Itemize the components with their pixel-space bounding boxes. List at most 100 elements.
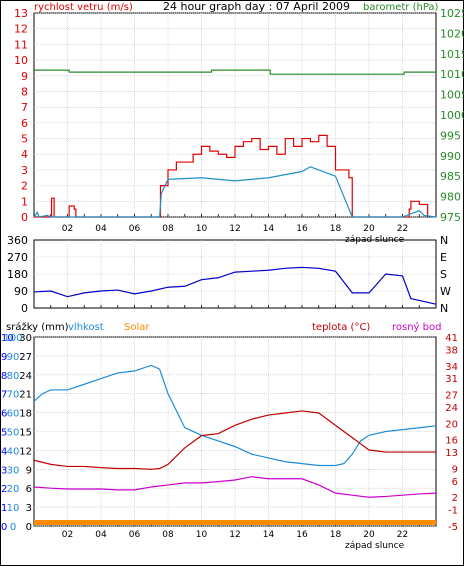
barometer-tick-label: 1005 xyxy=(440,89,464,102)
humidity-tick-label: 100 xyxy=(3,333,22,344)
precip-tick-label: 0 xyxy=(1,522,7,533)
wind-tick-label: 12 xyxy=(14,23,28,36)
hour-tick-label: 14 xyxy=(263,224,275,234)
hour-tick-label: 12 xyxy=(229,224,240,234)
precip-tick-label: 10 xyxy=(1,333,14,344)
hour-tick-label: 14 xyxy=(263,530,275,540)
barometer-tick-label: 975 xyxy=(440,211,461,224)
solar-tick-label: 15 xyxy=(19,428,32,439)
hour-tick-label: 20 xyxy=(363,224,375,234)
temp-axis-label: teplota (°C) xyxy=(312,322,370,333)
wind-direction-line xyxy=(33,266,437,305)
solar-tick-label: 12 xyxy=(19,446,32,457)
hour-tick-label: 04 xyxy=(95,530,107,540)
precip-tick-label: 3 xyxy=(1,465,7,476)
solar-tick-label: 3 xyxy=(26,503,32,514)
chart-title: 24 hour graph day : 07 April 2009 xyxy=(163,0,350,13)
hour-tick-label: 20 xyxy=(363,530,375,540)
temp-tick-label: -5 xyxy=(448,522,458,533)
direction-compass-label: N xyxy=(440,234,448,247)
wind-tick-label: 10 xyxy=(14,54,28,67)
temp-tick-label: 9 xyxy=(452,464,458,475)
hour-tick-label: 12 xyxy=(229,530,240,540)
precip-axis-label: srážky (mm) xyxy=(6,321,69,333)
temp-tick-label: 41 xyxy=(445,333,458,344)
solar-tick-label: 30 xyxy=(19,333,32,344)
hour-tick-label: 06 xyxy=(129,530,141,540)
solar-tick-label: 21 xyxy=(19,390,32,401)
precip-tick-label: 5 xyxy=(1,428,7,439)
precip-tick-label: 4 xyxy=(1,446,7,457)
wind-tick-label: 8 xyxy=(21,85,28,98)
temp-tick-label: 2 xyxy=(452,493,458,504)
dew-point-line xyxy=(33,476,437,498)
solar-bar xyxy=(34,520,436,525)
hour-tick-label: 08 xyxy=(162,224,174,234)
solar-tick-label: 0 xyxy=(26,522,32,533)
humidity-tick-label: 50 xyxy=(7,428,20,439)
temp-tick-label: 27 xyxy=(445,391,458,402)
humidity-tick-label: 70 xyxy=(7,390,20,401)
humidity-tick-label: 80 xyxy=(7,371,20,382)
humidity-tick-label: 60 xyxy=(7,409,20,420)
direction-compass-label: W xyxy=(440,285,451,298)
humidity-tick-label: 10 xyxy=(7,503,20,514)
solar-tick-label: 18 xyxy=(19,409,32,420)
precip-tick-label: 9 xyxy=(1,352,7,363)
precip-tick-label: 7 xyxy=(1,390,7,401)
direction-tick-label: 0 xyxy=(21,302,28,315)
barometer-tick-label: 995 xyxy=(440,129,461,142)
hour-tick-label: 10 xyxy=(196,224,208,234)
precip-tick-label: 1 xyxy=(1,503,7,514)
hour-tick-label: 08 xyxy=(162,530,174,540)
dew-axis-label: rosný bod xyxy=(392,321,441,333)
hour-tick-label: 02 xyxy=(62,224,73,234)
wind-tick-label: 9 xyxy=(21,70,28,83)
wind-tick-label: 2 xyxy=(21,180,28,193)
direction-compass-label: N xyxy=(440,302,448,315)
temp-tick-label: 24 xyxy=(445,403,458,414)
solar-axis-label: Solar xyxy=(124,322,150,333)
wind-tick-label: 3 xyxy=(21,164,28,177)
direction-tick-label: 270 xyxy=(7,251,28,264)
humidity-axis-label: vlhkost xyxy=(68,322,104,333)
humidity-tick-label: 90 xyxy=(7,352,20,363)
hour-tick-label: 22 xyxy=(397,530,408,540)
wind-tick-label: 5 xyxy=(21,133,28,146)
solar-tick-label: 9 xyxy=(26,465,32,476)
hour-tick-label: 16 xyxy=(296,224,308,234)
solar-tick-label: 27 xyxy=(19,352,32,363)
humidity-line xyxy=(33,364,437,467)
wind-tick-label: 6 xyxy=(21,117,28,130)
weather-sunset-label: západ slunce xyxy=(345,541,405,551)
wind-average-line xyxy=(33,166,437,218)
hour-tick-label: 06 xyxy=(129,224,141,234)
barometer-tick-label: 980 xyxy=(440,191,461,204)
wind-axis-label: rychlost vetru (m/s) xyxy=(34,2,133,13)
direction-compass-label: E xyxy=(440,251,447,264)
hour-tick-label: 10 xyxy=(196,530,208,540)
temperature-line xyxy=(33,410,436,470)
humidity-tick-label: 30 xyxy=(7,465,20,476)
hour-tick-label: 22 xyxy=(397,224,408,234)
precip-tick-label: 8 xyxy=(1,371,7,382)
humidity-tick-label: 0 xyxy=(10,522,16,533)
hour-tick-label: 18 xyxy=(330,224,342,234)
precip-tick-label: 6 xyxy=(1,409,7,420)
direction-tick-label: 360 xyxy=(7,234,28,247)
temp-tick-label: 20 xyxy=(445,419,458,430)
barometer-tick-label: 1025 xyxy=(440,7,464,20)
temp-tick-label: 6 xyxy=(452,477,458,488)
wind-tick-label: 1 xyxy=(21,195,28,208)
hour-tick-label: 04 xyxy=(95,224,107,234)
temp-tick-label: 16 xyxy=(445,436,458,447)
solar-tick-label: 24 xyxy=(19,371,32,382)
direction-tick-label: 180 xyxy=(7,268,28,281)
hour-tick-label: 18 xyxy=(330,530,342,540)
wind-speed-line xyxy=(34,134,429,218)
hour-tick-label: 02 xyxy=(62,530,73,540)
